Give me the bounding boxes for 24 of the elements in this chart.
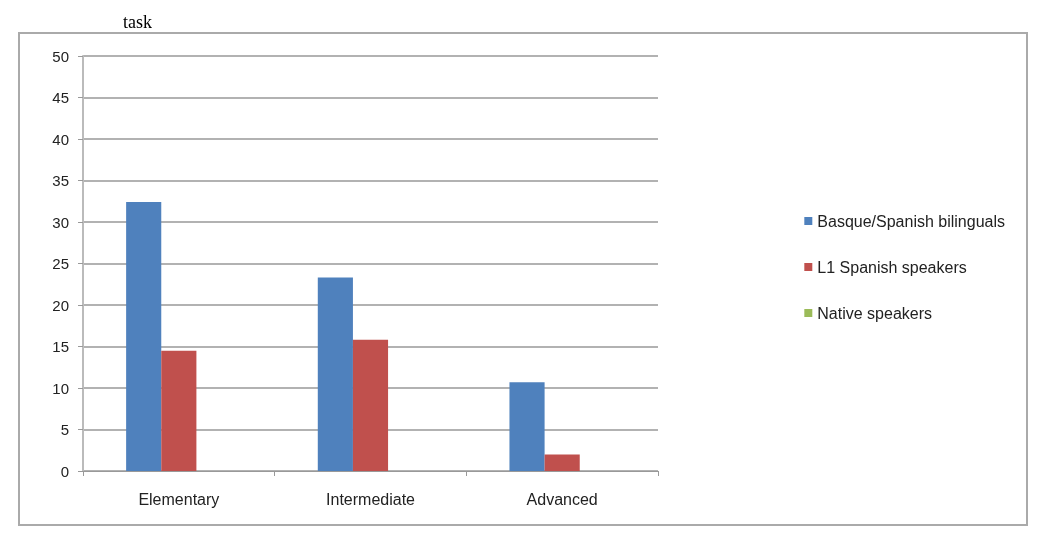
legend-label: Basque/Spanish bilinguals (817, 212, 1005, 230)
bar (317, 277, 353, 471)
y-tick-label: 35 (52, 172, 69, 189)
bar (352, 339, 389, 471)
y-tick-label: 15 (52, 338, 69, 355)
y-tick-label: 5 (60, 421, 69, 438)
bar (161, 350, 197, 471)
bar (509, 382, 545, 471)
y-tick-label: 40 (52, 130, 69, 148)
y-tick-label: 10 (52, 379, 69, 397)
y-tick-label: 0 (60, 462, 69, 480)
y-tick-label: 25 (52, 255, 69, 272)
chart-title: task (123, 12, 152, 32)
legend-label: L1 Spanish speakers (817, 258, 967, 276)
y-tick-label: 50 (52, 47, 69, 65)
y-tick-label: 30 (52, 213, 69, 231)
x-tick-label: Intermediate (326, 490, 416, 508)
x-tick-label: Elementary (138, 490, 220, 508)
y-tick-label: 45 (52, 89, 69, 106)
x-tick-label: Advanced (526, 490, 598, 508)
bar (126, 202, 162, 471)
y-tick-label: 20 (52, 296, 69, 314)
legend-label: Native speakers (817, 304, 933, 322)
bar (544, 454, 580, 471)
